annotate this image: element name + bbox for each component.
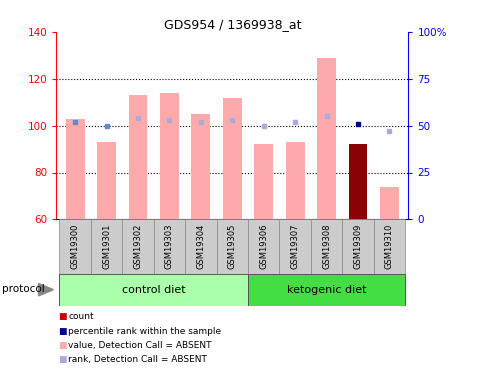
Bar [185,219,216,274]
Bar [97,142,116,219]
Bar [65,118,84,219]
Text: percentile rank within the sample: percentile rank within the sample [68,327,221,336]
Text: count: count [68,312,94,321]
Bar [342,219,373,274]
Bar [91,219,122,274]
Bar [122,219,153,274]
Bar [279,219,310,274]
Text: GSM19302: GSM19302 [133,224,142,269]
Text: GSM19303: GSM19303 [164,224,174,269]
Text: GSM19300: GSM19300 [70,224,80,269]
Text: GSM19306: GSM19306 [259,224,267,269]
Bar [59,219,91,274]
Text: rank, Detection Call = ABSENT: rank, Detection Call = ABSENT [68,355,207,364]
Bar [247,274,405,306]
Text: ■: ■ [58,312,66,321]
Text: GSM19308: GSM19308 [322,224,330,269]
Bar [254,144,273,219]
Bar [373,219,405,274]
Text: ketogenic diet: ketogenic diet [286,285,366,295]
Text: ■: ■ [58,355,66,364]
Text: GSM19310: GSM19310 [384,224,393,269]
Polygon shape [39,284,53,296]
Text: GSM19304: GSM19304 [196,224,205,269]
Bar [128,95,147,219]
Bar [285,142,304,219]
Bar [153,219,185,274]
Text: GSM19301: GSM19301 [102,224,111,269]
Bar [310,219,342,274]
Bar [59,274,247,306]
Text: ■: ■ [58,341,66,350]
Bar [247,219,279,274]
Text: control diet: control diet [122,285,185,295]
Text: GSM19305: GSM19305 [227,224,236,269]
Bar [317,58,335,219]
Title: GDS954 / 1369938_at: GDS954 / 1369938_at [163,18,301,31]
Text: protocol: protocol [2,285,45,294]
Bar [160,93,179,219]
Text: ■: ■ [58,327,66,336]
Bar [191,114,210,219]
Bar [379,187,398,219]
Text: value, Detection Call = ABSENT: value, Detection Call = ABSENT [68,341,211,350]
Text: GSM19307: GSM19307 [290,224,299,269]
Bar [216,219,247,274]
Bar [348,144,366,219]
Text: GSM19309: GSM19309 [353,224,362,269]
Bar [223,98,241,219]
